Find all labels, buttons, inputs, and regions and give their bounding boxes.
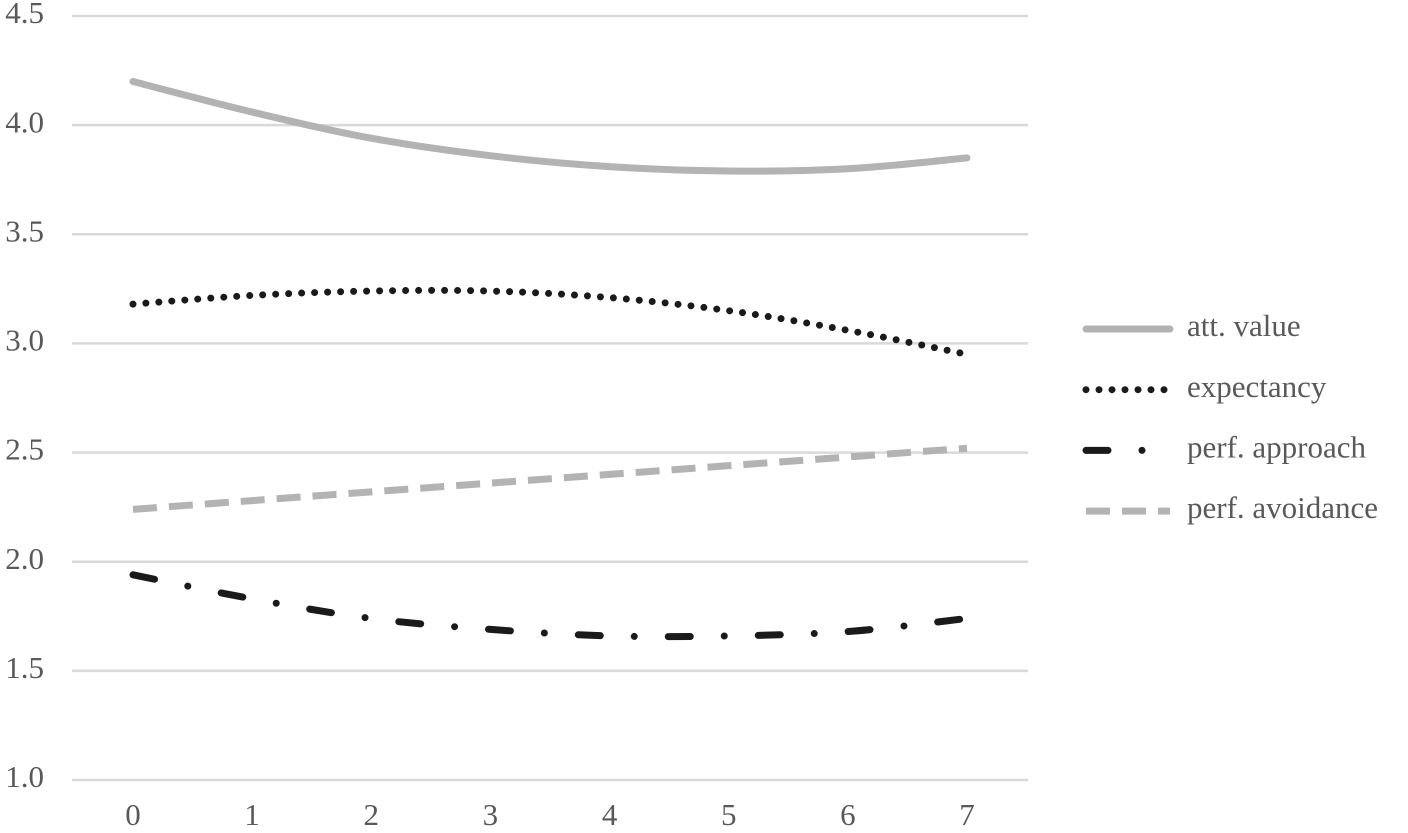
series-line: [129, 77, 971, 175]
y-tick-label: 4.0: [5, 104, 44, 139]
legend-label: perf. avoidance: [1187, 490, 1378, 525]
x-tick-label: 4: [602, 797, 618, 832]
x-tick-label: 5: [721, 797, 737, 832]
y-tick-label: 1.0: [5, 759, 44, 794]
y-tick-label: 2.5: [5, 432, 44, 467]
y-tick-label: 2.0: [5, 541, 44, 576]
x-tick-label: 1: [244, 797, 260, 832]
series-line: [129, 286, 971, 358]
x-tick-label: 3: [483, 797, 499, 832]
series-line: [129, 571, 971, 641]
y-tick-label: 1.5: [5, 650, 44, 685]
y-tick-label: 3.5: [5, 213, 44, 248]
x-tick-label: 2: [364, 797, 380, 832]
y-tick-label: 4.5: [5, 0, 44, 30]
x-tick-label: 6: [840, 797, 856, 832]
x-tick-label: 7: [959, 797, 975, 832]
legend-label: att. value: [1187, 308, 1301, 343]
series-line: [132, 444, 968, 513]
y-tick-label: 3.0: [5, 323, 44, 358]
legend-label: expectancy: [1187, 369, 1327, 404]
x-tick-label: 0: [125, 797, 141, 832]
legend-label: perf. approach: [1187, 430, 1367, 465]
